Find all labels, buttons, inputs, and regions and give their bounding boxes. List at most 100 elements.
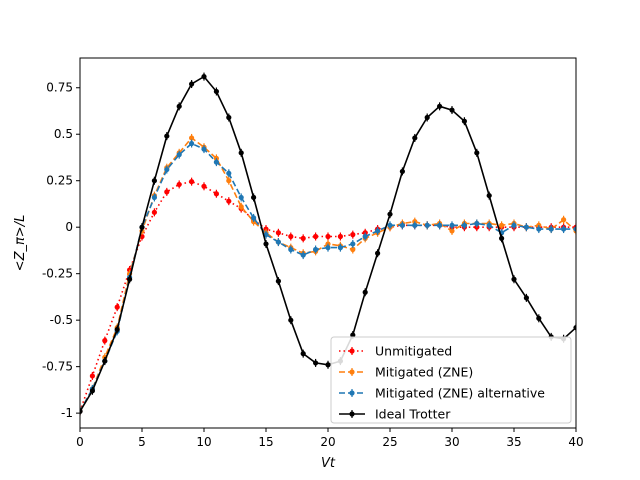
data-point: [263, 241, 269, 247]
data-point: [226, 178, 232, 184]
x-axis: 0 5 10 15 20 25 30 35 40: [76, 428, 584, 449]
data-point: [375, 250, 381, 256]
data-point: [176, 181, 182, 188]
y-axis: -1 -0.75 -0.5 -0.25 0 0.25 0.5 0.75: [42, 81, 80, 420]
data-point: [189, 179, 195, 185]
plot-area: [80, 72, 576, 416]
x-tick-label: 25: [382, 435, 397, 449]
legend-box: [330, 336, 572, 424]
data-point: [499, 222, 505, 228]
y-tick-label: 0.5: [54, 127, 73, 141]
data-point: [399, 168, 405, 175]
data-point: [288, 233, 294, 240]
data-point: [313, 246, 319, 253]
data-point: [486, 192, 492, 199]
legend-label: Mitigated (ZNE): [375, 365, 473, 380]
data-point: [80, 408, 83, 414]
legend-marker: [349, 390, 355, 396]
data-point: [201, 183, 207, 189]
data-point: [201, 146, 207, 152]
y-tick-label: -1: [61, 406, 73, 420]
data-point: [238, 150, 244, 156]
data-point: [288, 246, 294, 253]
data-point: [300, 351, 306, 357]
data-point: [238, 194, 244, 201]
data-point: [511, 222, 517, 228]
legend-marker: [349, 348, 355, 354]
x-tick-label: 35: [506, 435, 521, 449]
data-point: [437, 103, 443, 109]
data-point: [511, 276, 517, 282]
data-point: [523, 224, 530, 230]
data-point: [362, 289, 368, 295]
data-point: [151, 209, 157, 215]
data-point: [139, 224, 145, 230]
series-ideal-trotter: [80, 72, 576, 416]
data-point: [561, 217, 567, 223]
data-point: [486, 222, 492, 228]
data-point: [164, 189, 170, 195]
data-point: [536, 226, 542, 232]
data-point: [399, 222, 405, 228]
data-point: [350, 332, 356, 338]
y-tick-label: -0.75: [42, 360, 73, 374]
data-point: [114, 304, 120, 310]
data-point: [561, 226, 567, 232]
data-point: [251, 194, 257, 201]
y-axis-label: <Z_π>/L: [13, 215, 28, 272]
legend: Unmitigated Mitigated (ZNE) Mitigated (ZNE…: [330, 336, 572, 424]
y-tick-label: -0.5: [50, 313, 73, 327]
data-point: [238, 204, 244, 210]
x-tick-label: 40: [568, 435, 583, 449]
data-point: [176, 103, 182, 109]
y-tick-label: 0.25: [46, 174, 73, 188]
data-point: [523, 295, 530, 301]
legend-item: Mitigated (ZNE): [339, 365, 473, 380]
data-point: [300, 252, 306, 258]
data-point: [437, 222, 443, 228]
x-tick-label: 30: [444, 435, 459, 449]
data-point: [325, 362, 331, 368]
data-point: [412, 135, 418, 141]
data-point: [102, 358, 108, 364]
data-point: [164, 133, 170, 139]
data-point: [412, 222, 418, 228]
data-point: [226, 114, 232, 121]
data-point: [424, 222, 430, 228]
data-point: [226, 170, 232, 176]
data-point: [189, 81, 195, 87]
data-point: [226, 198, 232, 204]
data-point: [251, 215, 257, 221]
data-point: [449, 222, 455, 228]
data-point: [449, 228, 455, 234]
data-point: [313, 233, 319, 240]
data-point: [176, 152, 182, 158]
legend-label: Unmitigated: [375, 344, 452, 359]
data-point: [362, 233, 368, 240]
data-point: [573, 324, 576, 331]
data-point: [573, 226, 576, 232]
legend-item: Mitigated (ZNE) alternative: [339, 386, 545, 401]
y-tick-label: -0.25: [42, 267, 73, 281]
legend-item: Ideal Trotter: [339, 407, 451, 422]
data-point: [350, 246, 356, 253]
x-tick-label: 0: [76, 435, 84, 449]
data-point: [350, 241, 356, 247]
data-point: [201, 73, 207, 80]
data-point: [114, 326, 120, 333]
y-tick-label: 0.75: [46, 81, 73, 95]
data-point: [499, 235, 505, 241]
data-point: [461, 222, 467, 228]
data-point: [275, 239, 281, 245]
data-point: [548, 226, 554, 232]
data-point: [536, 315, 542, 321]
x-tick-label: 20: [320, 435, 335, 449]
data-point: [461, 118, 467, 124]
data-point: [449, 107, 455, 113]
legend-marker: [349, 369, 355, 375]
data-point: [325, 233, 331, 240]
legend-marker: [349, 411, 355, 417]
data-point: [474, 150, 480, 156]
data-point: [89, 373, 95, 379]
